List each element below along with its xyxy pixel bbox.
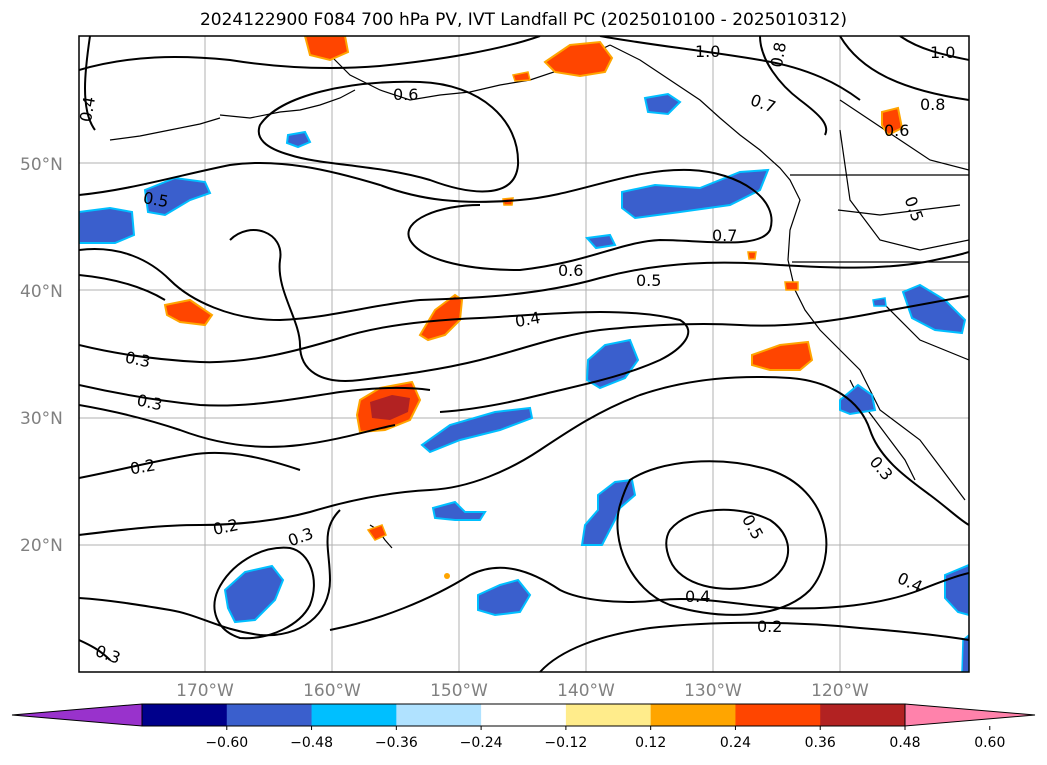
map-title: 2024122900 F084 700 hPa PV, IVT Landfall… bbox=[199, 10, 847, 30]
lon-label-140w: 140°W bbox=[557, 681, 615, 701]
lon-label-130w: 130°W bbox=[684, 681, 742, 701]
negative-anomaly bbox=[420, 406, 534, 454]
colorbar-extend-low bbox=[11, 703, 143, 727]
positive-anomaly bbox=[881, 106, 904, 137]
colorbar: −0.60 −0.48 −0.36 −0.24 −0.12 0.12 0.24 0.36 0.4… bbox=[11, 703, 1036, 751]
colorbar-border bbox=[141, 703, 906, 727]
negative-anomaly bbox=[584, 233, 617, 250]
positive-anomaly bbox=[444, 573, 450, 579]
colorbar-tick-label: −0.36 bbox=[375, 735, 418, 751]
negative-anomaly bbox=[223, 564, 285, 624]
colorbar-segment bbox=[142, 704, 228, 726]
contour-label: 0.3 bbox=[123, 348, 152, 372]
pv-shading bbox=[79, 36, 969, 672]
contour-label: 1.0 bbox=[695, 42, 720, 61]
contour-label: 0.5 bbox=[142, 188, 170, 211]
negative-anomaly bbox=[580, 478, 637, 546]
positive-anomaly bbox=[366, 524, 387, 541]
contour-label: 0.4 bbox=[685, 587, 710, 606]
negative-anomaly bbox=[477, 578, 532, 617]
contour-label: 0.2 bbox=[757, 617, 782, 636]
positive-anomaly bbox=[163, 298, 214, 327]
positive-anomaly bbox=[543, 40, 614, 78]
positive-anomaly bbox=[784, 281, 799, 291]
colorbar-tick-label: −0.48 bbox=[290, 735, 333, 751]
colorbar-tick-label: −0.24 bbox=[460, 735, 503, 751]
contour-label: 0.2 bbox=[211, 515, 240, 539]
contour-label: 0.2 bbox=[128, 455, 156, 478]
negative-anomaly bbox=[621, 168, 770, 220]
contour-label: 0.4 bbox=[76, 95, 99, 123]
contour-label: 0.3 bbox=[135, 390, 164, 414]
positive-anomaly bbox=[747, 251, 757, 260]
contour-label: 0.8 bbox=[920, 95, 945, 114]
negative-anomaly bbox=[585, 338, 640, 390]
negative-anomaly bbox=[143, 176, 212, 217]
positive-anomaly-strong bbox=[370, 395, 410, 420]
positive-anomaly bbox=[303, 36, 350, 62]
colorbar-segment bbox=[565, 704, 652, 726]
latitude-labels: 50°N 40°N 30°N 20°N bbox=[20, 155, 63, 556]
colorbar-extend-high bbox=[904, 703, 1036, 727]
colorbar-tick-label: −0.12 bbox=[544, 735, 587, 751]
contour-label: 0.6 bbox=[393, 85, 418, 104]
contour-label: 0.8 bbox=[767, 41, 790, 69]
contour-label: 0.7 bbox=[712, 226, 737, 245]
gridlines bbox=[79, 36, 969, 672]
positive-anomaly bbox=[512, 71, 531, 82]
lon-label-160w: 160°W bbox=[303, 681, 361, 701]
contour-label: 1.0 bbox=[930, 43, 955, 62]
map-area bbox=[79, 36, 969, 672]
positive-anomaly bbox=[418, 293, 464, 342]
colorbar-segment bbox=[820, 704, 906, 726]
negative-anomaly bbox=[285, 130, 312, 149]
contour-label: 0.4 bbox=[513, 308, 541, 331]
contour-label: 0.5 bbox=[636, 271, 661, 290]
positive-anomaly bbox=[751, 340, 814, 371]
negative-anomaly bbox=[643, 92, 682, 116]
lon-label-170w: 170°W bbox=[176, 681, 234, 701]
lat-label-20n: 20°N bbox=[20, 536, 63, 556]
lon-label-150w: 150°W bbox=[430, 681, 488, 701]
colorbar-segment bbox=[226, 704, 313, 726]
negative-anomaly bbox=[901, 283, 967, 335]
colorbar-segment bbox=[735, 704, 821, 726]
colorbar-tick-label: 0.36 bbox=[805, 735, 836, 751]
longitude-labels: 170°W 160°W 150°W 140°W 130°W 120°W bbox=[176, 681, 869, 701]
negative-anomaly bbox=[961, 634, 969, 672]
map-border bbox=[78, 35, 970, 673]
contour-label: 0.6 bbox=[884, 121, 909, 140]
colorbar-tick-label: 0.60 bbox=[974, 735, 1005, 751]
negative-anomaly bbox=[431, 500, 487, 521]
negative-anomaly bbox=[872, 297, 887, 307]
lon-label-120w: 120°W bbox=[811, 681, 869, 701]
negative-anomaly bbox=[79, 206, 136, 244]
colorbar-segment bbox=[396, 704, 482, 726]
colorbar-tick-label: −0.60 bbox=[205, 735, 248, 751]
contour-label: 0.6 bbox=[558, 261, 583, 280]
colorbar-tick-label: 0.12 bbox=[635, 735, 666, 751]
lat-label-40n: 40°N bbox=[20, 282, 63, 302]
colorbar-segment bbox=[650, 704, 736, 726]
colorbar-tick-label: 0.48 bbox=[889, 735, 920, 751]
lat-label-50n: 50°N bbox=[20, 155, 63, 175]
colorbar-segment bbox=[481, 704, 567, 726]
colorbar-segment bbox=[311, 704, 397, 726]
colorbar-tick-label: 0.24 bbox=[720, 735, 751, 751]
contour-lines bbox=[79, 36, 969, 672]
lat-label-30n: 30°N bbox=[20, 409, 63, 429]
negative-anomaly bbox=[839, 383, 877, 416]
